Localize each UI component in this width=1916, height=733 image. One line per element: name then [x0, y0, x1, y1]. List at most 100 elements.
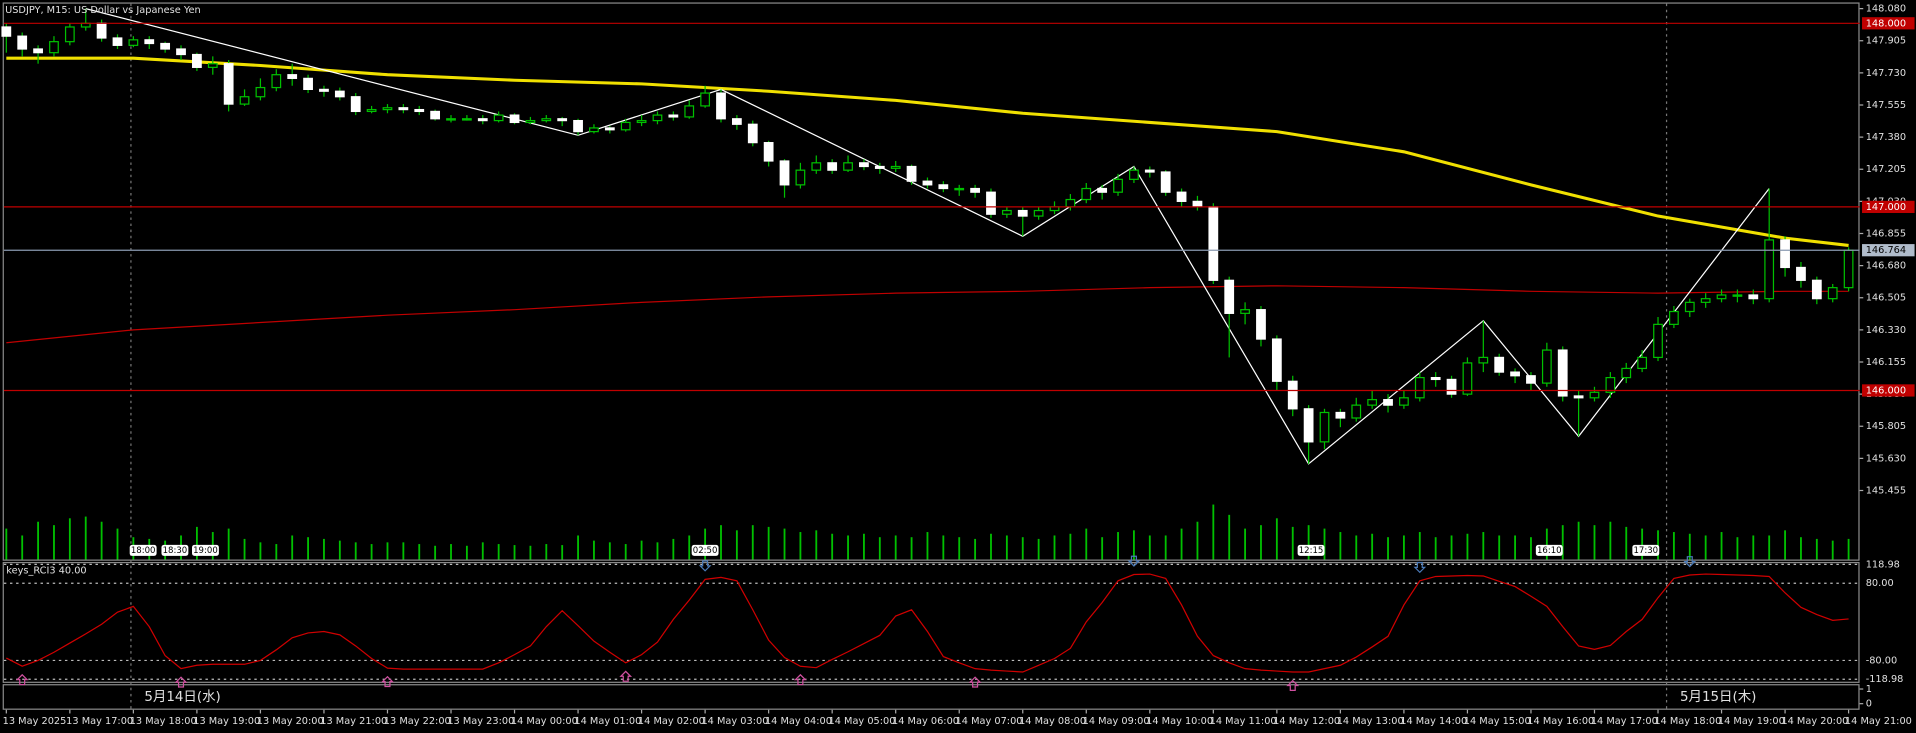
y-tick-label: 80.00 [1866, 578, 1894, 589]
candle-body [1065, 198, 1076, 208]
x-tick-label: 14 May 10:00 [1146, 716, 1213, 727]
candle-body [1224, 279, 1235, 314]
candle-body [1383, 399, 1393, 406]
day-label: 5月15日(木) [1680, 689, 1756, 705]
candle-body [493, 114, 504, 122]
y-tick-label: 146.505 [1866, 293, 1906, 304]
candle-body [462, 118, 472, 121]
y-tick-label: 146.680 [1866, 261, 1906, 272]
x-tick-label: 14 May 13:00 [1337, 716, 1404, 727]
current-price-box [1862, 244, 1915, 257]
candle-body [207, 63, 218, 68]
session-label: 19:00 [193, 546, 218, 556]
x-tick-label: 14 May 11:00 [1210, 716, 1277, 727]
candle-body [382, 107, 393, 111]
candle-body [986, 191, 996, 215]
x-tick-label: 13 May 20:00 [257, 716, 324, 727]
candle-body [350, 96, 361, 113]
sell-arrow [1127, 555, 1141, 567]
level-label-box [1862, 17, 1915, 30]
candle-body [1669, 310, 1679, 325]
candle-body [763, 142, 774, 162]
candle-body [1160, 171, 1171, 193]
y-tick-label: -118.98 [1866, 674, 1904, 685]
y-tick-label: 147.205 [1866, 164, 1906, 175]
x-tick-label: 13 May 22:00 [384, 716, 451, 727]
x-tick-label: 14 May 09:00 [1083, 716, 1150, 727]
candle-body [1129, 169, 1139, 180]
y-tick-label: 145.455 [1866, 485, 1906, 496]
y-tick-label: 146.855 [1866, 228, 1906, 239]
x-tick-label: 14 May 07:00 [956, 716, 1023, 727]
level-label-box [1862, 200, 1915, 213]
session-label-box [192, 544, 219, 556]
candle-body [1684, 301, 1695, 313]
y-tick-label: 145.805 [1866, 421, 1906, 432]
candle-body [1319, 411, 1330, 443]
candle-body [1589, 391, 1600, 399]
candle-body [319, 88, 329, 92]
candle-body [1796, 266, 1806, 281]
candle-body [684, 105, 695, 118]
candle-body [922, 180, 933, 186]
candle-body [1573, 395, 1584, 399]
candle-body [1113, 178, 1123, 193]
candle-body [1446, 378, 1457, 395]
price-pane [2, 2, 1860, 561]
session-label-box [691, 544, 719, 556]
y-tick-label: 1 [1866, 684, 1872, 695]
x-tick-label: 13 May 21:00 [320, 716, 387, 727]
y-tick-label: 146.330 [1866, 325, 1906, 336]
y-tick-label: 147.380 [1866, 132, 1906, 143]
candle-body [620, 121, 631, 131]
candle-body [1510, 371, 1520, 377]
session-label: 12:15 [1299, 546, 1324, 556]
candle-body [541, 118, 552, 122]
candle-body [1287, 380, 1298, 410]
candle-body [604, 127, 615, 131]
candle-body [1017, 209, 1028, 217]
candle-body [1748, 294, 1759, 300]
candle-body [1271, 338, 1282, 382]
buy-arrow [968, 676, 982, 688]
x-tick-label: 14 May 05:00 [829, 716, 896, 727]
session-label: 02:50 [693, 546, 718, 556]
candle-body [1001, 209, 1012, 215]
candle-body [890, 165, 901, 169]
candle-body [652, 114, 663, 122]
rci-pane [2, 561, 1860, 683]
candle-body [64, 26, 75, 43]
candle-body [1494, 356, 1505, 373]
candle-body [1, 26, 12, 37]
candle-body [573, 119, 583, 133]
x-tick-label: 13 May 2025 [3, 716, 67, 727]
session-label: 17:30 [1633, 546, 1658, 556]
candle-body [906, 165, 917, 182]
candle-body [1414, 376, 1425, 399]
current-price-label: 146.764 [1866, 245, 1906, 256]
sell-arrow [698, 560, 712, 572]
candle-body [1240, 309, 1250, 314]
y-tick-label: 0 [1866, 699, 1872, 710]
session-label: 18:30 [163, 546, 188, 556]
x-tick-label: 14 May 06:00 [892, 716, 959, 727]
candle-body [1097, 187, 1108, 193]
candle-body [525, 119, 536, 124]
candle-body [1716, 294, 1727, 300]
y-tick-label: 147.905 [1866, 36, 1906, 47]
candle-body [1256, 309, 1266, 340]
x-tick-label: 14 May 21:00 [1845, 716, 1912, 727]
candle-body [239, 96, 250, 105]
candle-body [747, 123, 758, 144]
level-label: 146.000 [1866, 385, 1906, 396]
candle-body [112, 37, 123, 46]
candle-body [430, 110, 441, 120]
candle-body [811, 162, 822, 171]
x-tick-label: 14 May 14:00 [1400, 716, 1467, 727]
candle-body [970, 187, 980, 193]
indicator-title: keys_RCI3 40.00 [6, 566, 86, 577]
candle-body [414, 108, 425, 113]
level-label: 147.000 [1866, 202, 1906, 213]
